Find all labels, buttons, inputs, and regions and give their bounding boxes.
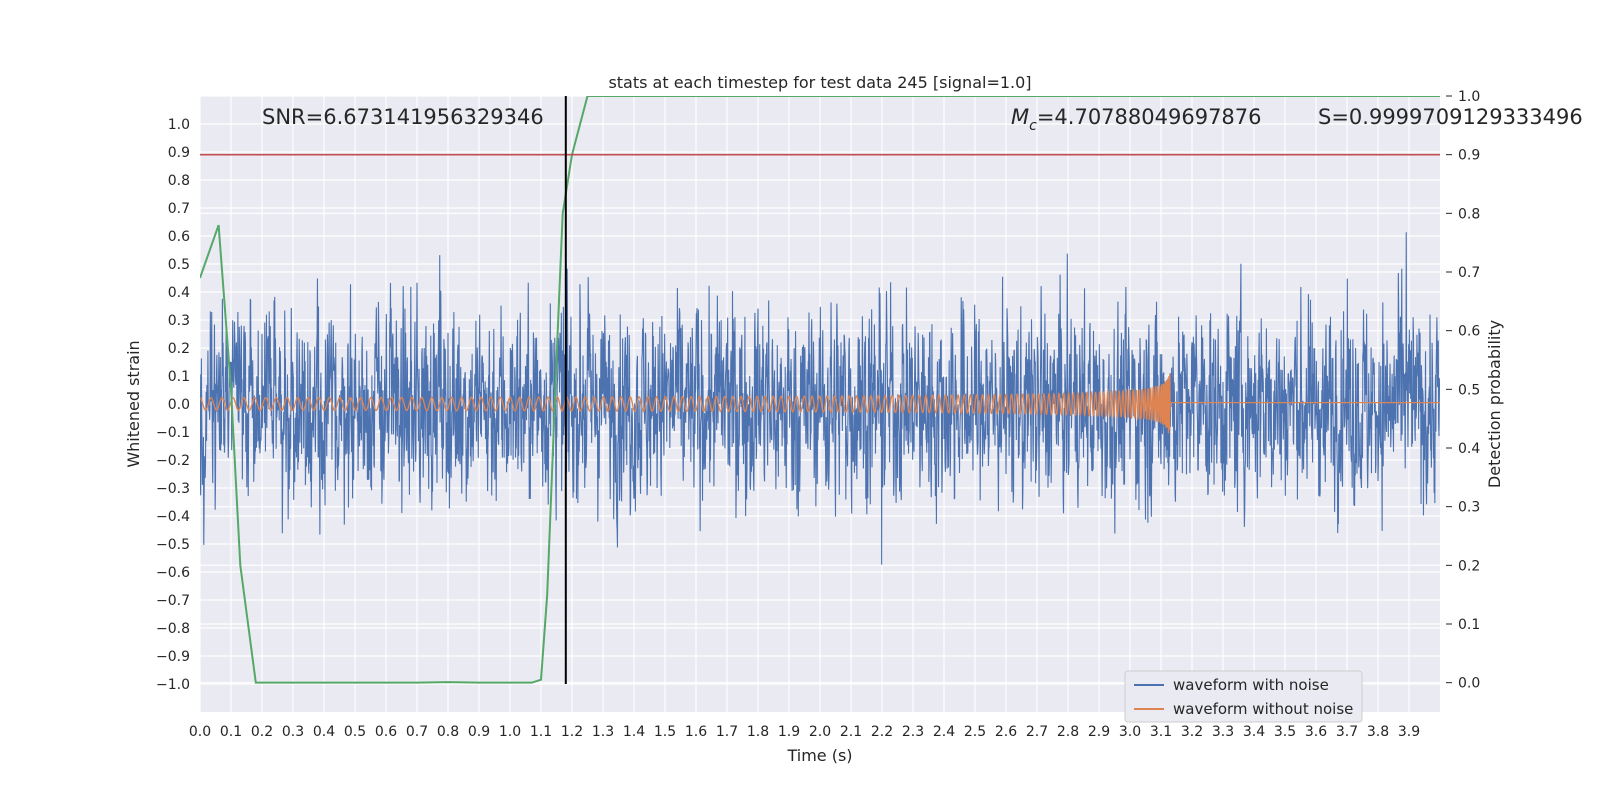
legend-label-noise: waveform with noise xyxy=(1173,676,1329,694)
y-tick-label: 0.5 xyxy=(168,257,190,273)
chirp-mass-symbol: M xyxy=(1011,105,1029,129)
x-tick-label: 3.2 xyxy=(1181,724,1203,740)
x-tick-label: 0.3 xyxy=(282,724,304,740)
x-tick-label: 3.6 xyxy=(1305,724,1327,740)
y-tick-label: −0.7 xyxy=(156,593,190,609)
x-tick-label: 0.8 xyxy=(437,724,459,740)
x-tick-label: 3.9 xyxy=(1398,724,1420,740)
chirp-mass-annotation: Mc=4.70788049697876 xyxy=(1011,105,1262,134)
y2-tick-label: 0.1 xyxy=(1458,617,1480,633)
y2-tick-label: 0.7 xyxy=(1458,265,1480,281)
x-tick-label: 3.3 xyxy=(1212,724,1234,740)
y-tick-label: −0.6 xyxy=(156,565,190,581)
x-tick-label: 2.2 xyxy=(871,724,893,740)
y-tick-label: 0.9 xyxy=(168,145,190,161)
x-tick-label: 2.7 xyxy=(1026,724,1048,740)
x-tick-label: 0.0 xyxy=(189,724,211,740)
x-tick-label: 3.1 xyxy=(1150,724,1172,740)
x-tick-label: 2.9 xyxy=(1088,724,1110,740)
x-tick-label: 3.5 xyxy=(1274,724,1296,740)
y2-tick-label: 0.6 xyxy=(1458,324,1480,340)
legend-box xyxy=(1124,670,1363,723)
y-tick-label: 0.8 xyxy=(168,173,190,189)
y2-tick-label: 0.5 xyxy=(1458,382,1480,398)
y2-tick-label: 0.0 xyxy=(1458,676,1480,692)
y2-tick-label: 1.0 xyxy=(1458,89,1480,105)
y-tick-label: 0.6 xyxy=(168,229,190,245)
x-axis-label: Time (s) xyxy=(786,746,852,765)
series-line-waveform-without-noise xyxy=(200,373,1440,434)
s-annotation: S=0.9999709129333496 xyxy=(1318,105,1583,129)
y-tick-label: −0.3 xyxy=(156,481,190,497)
y-tick-label: 0.7 xyxy=(168,201,190,217)
y-tick-label: −0.4 xyxy=(156,509,190,525)
x-tick-label: 3.4 xyxy=(1243,724,1265,740)
y2-axis-ticks: 1.0 0.9 0.8 0.7 0.6 0.5 0.4 0.3 0.2 0.1 0.0 xyxy=(1446,89,1480,692)
x-tick-label: 0.2 xyxy=(251,724,273,740)
x-axis-ticks: 0.0 0.1 0.2 0.3 0.4 0.5 0.6 0.7 0.8 0.9 1.0 1.1 1.2 1… xyxy=(189,724,1420,740)
y-tick-label: −0.9 xyxy=(156,649,190,665)
x-tick-label: 0.5 xyxy=(344,724,366,740)
x-tick-label: 0.6 xyxy=(375,724,397,740)
x-tick-label: 2.6 xyxy=(995,724,1017,740)
y2-tick-label: 0.2 xyxy=(1458,558,1480,574)
x-tick-label: 1.7 xyxy=(716,724,738,740)
y-axis-ticks: 1.0 0.9 0.8 0.7 0.6 0.5 0.4 0.3 0.2 0.1 0.0 −0.1 −0.… xyxy=(156,117,190,693)
y-tick-label: −0.2 xyxy=(156,453,190,469)
x-tick-label: 1.9 xyxy=(778,724,800,740)
y-tick-label: 0.4 xyxy=(168,285,190,301)
y2-tick-label: 0.8 xyxy=(1458,206,1480,222)
x-tick-label: 3.0 xyxy=(1119,724,1141,740)
x-tick-label: 3.7 xyxy=(1336,724,1358,740)
x-tick-label: 1.3 xyxy=(592,724,614,740)
y2-tick-label: 0.4 xyxy=(1458,441,1480,457)
x-tick-label: 1.2 xyxy=(561,724,583,740)
series-line-detection-probability xyxy=(200,96,1440,684)
x-tick-label: 0.7 xyxy=(406,724,428,740)
x-tick-label: 2.3 xyxy=(902,724,924,740)
y-tick-label: 0.3 xyxy=(168,313,190,329)
chirp-mass-subscript: c xyxy=(1029,118,1037,134)
x-tick-label: 2.5 xyxy=(964,724,986,740)
x-tick-label: 2.0 xyxy=(809,724,831,740)
snr-annotation: SNR=6.673141956329346 xyxy=(262,105,544,129)
x-tick-label: 2.1 xyxy=(840,724,862,740)
y-tick-label: 0.2 xyxy=(168,341,190,357)
chirp-mass-value: =4.70788049697876 xyxy=(1037,105,1262,129)
x-tick-label: 3.8 xyxy=(1367,724,1389,740)
y-tick-label: −0.1 xyxy=(156,425,190,441)
y-tick-label: −0.5 xyxy=(156,537,190,553)
x-tick-label: 1.6 xyxy=(685,724,707,740)
y-tick-label: 1.0 xyxy=(168,117,190,133)
y-tick-label: −0.8 xyxy=(156,621,190,637)
x-tick-label: 0.1 xyxy=(220,724,242,740)
x-tick-label: 0.9 xyxy=(468,724,490,740)
legend-label-clean: waveform without noise xyxy=(1173,700,1353,718)
x-tick-label: 1.4 xyxy=(623,724,645,740)
x-tick-label: 1.1 xyxy=(530,724,552,740)
legend: waveform with noise waveform without noi… xyxy=(1124,670,1363,723)
x-tick-label: 2.4 xyxy=(933,724,955,740)
chart-title: stats at each timestep for test data 245… xyxy=(608,73,1031,92)
y-tick-label: 0.1 xyxy=(168,369,190,385)
y-axis-label: Whitened strain xyxy=(124,340,143,467)
x-tick-label: 2.8 xyxy=(1057,724,1079,740)
y-tick-label: −1.0 xyxy=(156,677,190,693)
x-tick-label: 0.4 xyxy=(313,724,335,740)
series-line-waveform-with-noise xyxy=(200,232,1440,565)
y-tick-label: 0.0 xyxy=(168,397,190,413)
x-tick-label: 1.5 xyxy=(654,724,676,740)
x-tick-label: 1.0 xyxy=(499,724,521,740)
y2-tick-label: 0.3 xyxy=(1458,500,1480,516)
y2-axis-label: Detection probability xyxy=(1485,320,1504,488)
y2-tick-label: 0.9 xyxy=(1458,148,1480,164)
x-tick-label: 1.8 xyxy=(747,724,769,740)
